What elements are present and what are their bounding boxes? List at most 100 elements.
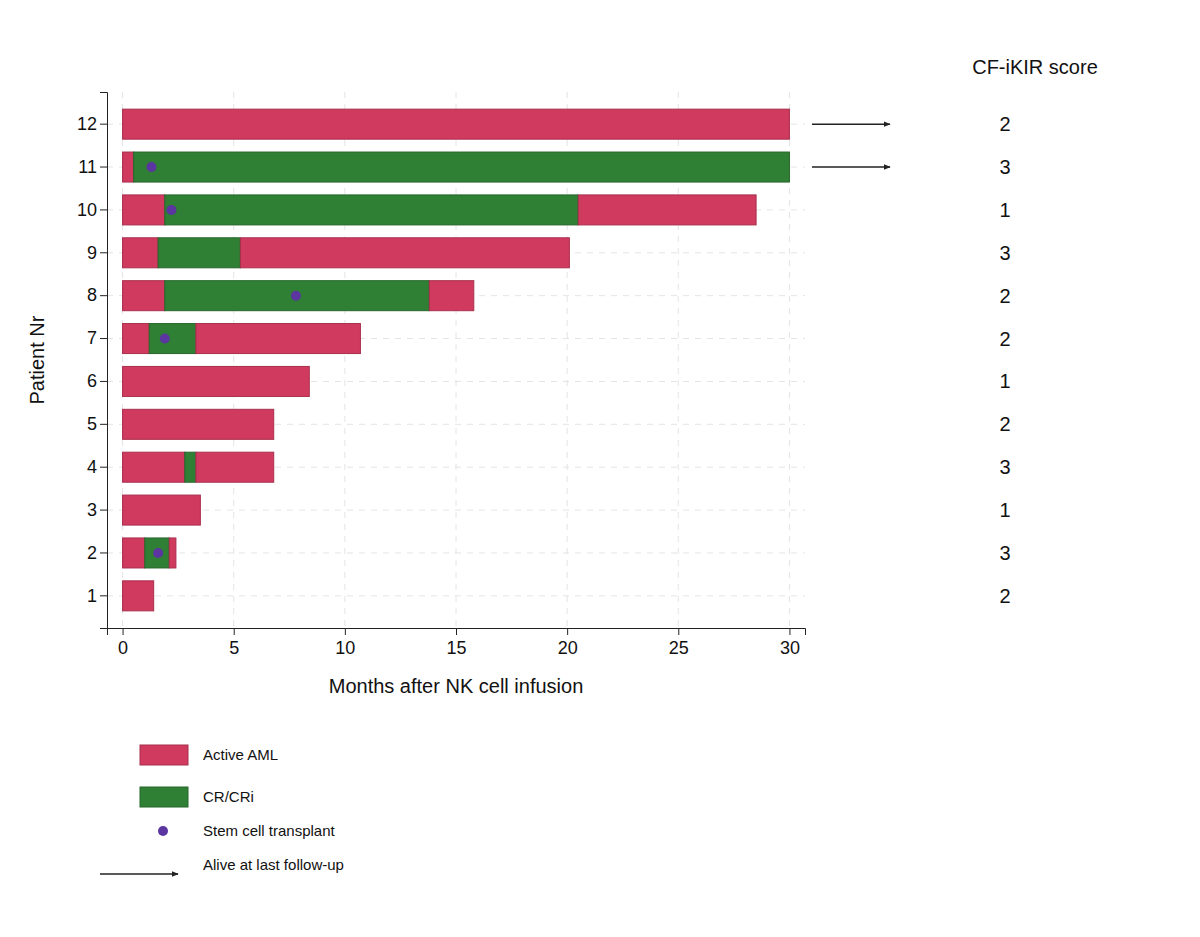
score-title: CF-iKIR score [972,56,1098,78]
score-label: 2 [999,585,1010,607]
bar-segment [123,195,165,225]
bar-segment [123,581,154,611]
tick-mark [100,295,107,296]
tick-mark [100,252,107,253]
score-label: 2 [999,285,1010,307]
bar-segment [123,452,185,482]
bar-segment [169,538,176,568]
score-label: 3 [999,542,1010,564]
tick: 3 [87,500,107,520]
transplant-dot [291,291,301,301]
tick-label: 10 [77,200,97,220]
tick-label: 12 [77,114,97,134]
tick-mark [100,552,107,553]
tick-mark [100,510,107,511]
bar-segment [123,495,201,525]
bar-segment [185,452,196,482]
annotations: 231321223132CF-iKIR score [812,56,1098,607]
tick: 0 [118,628,128,658]
tick-label: 5 [87,414,97,434]
bar-segment [578,195,756,225]
tick-mark [456,628,457,635]
tick-mark [100,467,107,468]
tick: 20 [558,628,578,658]
tick: 5 [229,628,239,658]
tick-mark [100,209,107,210]
tick-mark [100,424,107,425]
tick-mark [678,628,679,635]
legend-label: CR/CRi [203,788,254,805]
y-axis-title: Patient Nr [26,315,48,404]
tick-label: 3 [87,500,97,520]
bar-segment [149,324,196,354]
score-label: 2 [999,113,1010,135]
legend: Active AMLCR/CRiStem cell transplantAliv… [100,745,344,874]
bar-segment [123,109,790,139]
bar-segment [158,238,240,268]
grid-line-y [107,552,805,553]
tick-label: 20 [558,638,578,658]
tick-mark [100,595,107,596]
legend-label: Stem cell transplant [203,822,336,839]
score-label: 1 [999,199,1010,221]
legend-swatch [140,787,188,807]
axis-line [100,93,108,629]
tick-label: 8 [87,285,97,305]
score-label: 3 [999,242,1010,264]
tick: 1 [87,586,107,606]
grid [107,92,805,628]
tick-label: 25 [669,638,689,658]
bar-segment [123,409,274,439]
alive-arrow [812,123,890,125]
tick-mark [100,167,107,168]
bar-segment [145,538,169,568]
tick: 10 [77,200,107,220]
tick-mark [123,628,124,635]
score-label: 3 [999,456,1010,478]
tick-label: 9 [87,243,97,263]
bar-segment [134,152,790,182]
score-label: 2 [999,413,1010,435]
x-axis: 0 5 10 15 20 25 30 [108,628,806,658]
tick-mark [100,338,107,339]
bar-segment [429,281,473,311]
legend-arrow [100,873,178,875]
tick-label: 11 [78,157,97,177]
bar-segment [123,281,165,311]
tick-mark [345,628,346,635]
tick: 4 [87,457,107,477]
score-label: 2 [999,328,1010,350]
tick: 2 [87,543,107,563]
tick: 5 [87,414,107,434]
grid-line-y [107,595,805,596]
bar-segment [196,452,274,482]
bar-segment [123,238,159,268]
score-label: 1 [999,370,1010,392]
tick-mark [100,124,107,125]
tick: 9 [87,243,107,263]
bars [123,109,790,611]
alive-arrow [812,166,890,168]
bar-segment [123,152,134,182]
tick-mark [567,628,568,635]
bar-segment [123,324,150,354]
transplant-dot [160,334,170,344]
legend-label: Active AML [203,746,278,763]
tick-mark [234,628,235,635]
tick-label: 0 [118,638,128,658]
tick-mark [100,381,107,382]
legend-swatch [140,745,188,765]
bar-segment [123,366,310,396]
legend-swatch [158,826,168,836]
score-label: 3 [999,156,1010,178]
bar-segment [240,238,569,268]
tick: 10 [335,628,355,658]
tick: 11 [78,157,107,177]
tick-label: 1 [87,586,97,606]
tick-label: 5 [229,638,239,658]
tick-label: 10 [335,638,355,658]
tick-label: 7 [87,328,97,348]
tick: 15 [446,628,466,658]
tick: 30 [780,628,800,658]
tick-label: 30 [780,638,800,658]
